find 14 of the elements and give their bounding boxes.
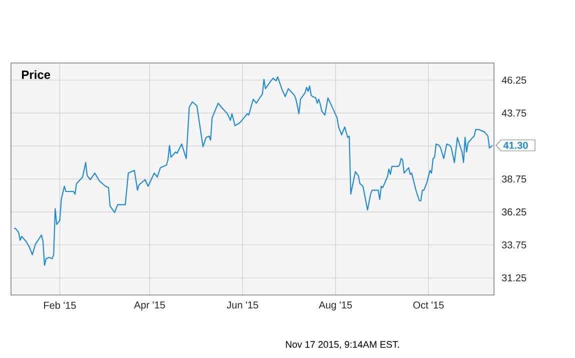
x-tick-label: Apr '15 <box>134 302 165 310</box>
text: Nov 17 2015, 9:14AM EST. <box>286 341 399 349</box>
y-tick-label: 43.75 <box>502 110 526 117</box>
x-tick-label: Oct '15 <box>413 302 444 309</box>
y-tick-label: 33.75 <box>502 241 526 248</box>
x-tick-label: Aug '15 <box>318 302 352 310</box>
y-tick-label: 36.25 <box>502 208 526 216</box>
chart-title: Price <box>22 70 50 79</box>
annotation: 41.30 <box>503 142 528 149</box>
y-tick-label: 46.25 <box>502 76 526 84</box>
x-tick-label: Jun '15 <box>226 302 258 308</box>
y-tick-label: 38.75 <box>502 175 526 183</box>
x-tick-label: Feb '15 <box>44 302 76 309</box>
y-tick-label: 31.25 <box>502 274 526 282</box>
